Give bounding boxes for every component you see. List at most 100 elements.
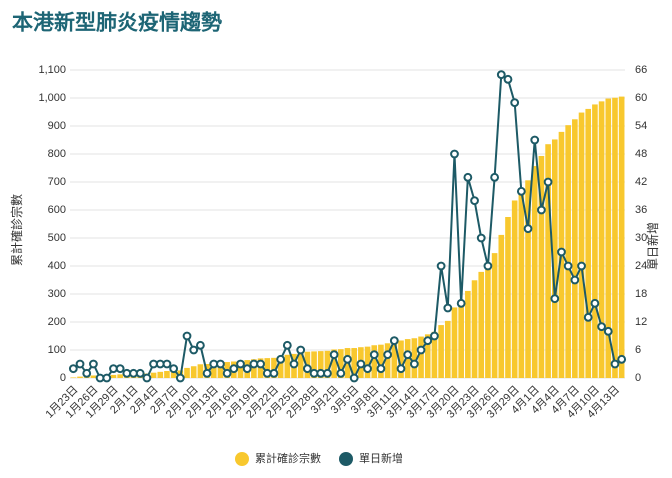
bar <box>237 360 244 378</box>
line-point <box>369 350 379 360</box>
bar <box>491 253 498 378</box>
y-tick-label: 300 <box>48 288 66 300</box>
line-point <box>282 340 292 350</box>
bar <box>498 234 505 378</box>
bar <box>505 217 511 378</box>
line-point <box>450 149 459 159</box>
bar <box>284 354 291 378</box>
bar <box>338 349 344 378</box>
line-point <box>396 364 406 374</box>
line-point <box>216 359 225 369</box>
bar <box>317 351 324 378</box>
bar <box>612 97 618 378</box>
line-point <box>296 345 306 355</box>
line-point <box>590 298 600 308</box>
line-point <box>597 322 606 332</box>
line-point <box>175 373 185 383</box>
bar <box>331 349 337 378</box>
line-point <box>343 354 352 364</box>
bar <box>398 340 404 378</box>
chart-title: 本港新型肺炎疫情趨勢 <box>12 11 222 35</box>
bar <box>518 189 525 378</box>
bar <box>531 166 538 378</box>
line-point <box>89 359 98 369</box>
bar <box>444 320 451 378</box>
bar <box>311 351 317 378</box>
bar <box>264 358 271 378</box>
line-point <box>349 373 359 383</box>
bar <box>364 346 371 378</box>
legend-label: 累計確診宗數 <box>255 451 321 465</box>
line-point <box>510 98 520 108</box>
line-point <box>543 177 553 187</box>
bar <box>164 371 170 378</box>
bar <box>538 155 545 378</box>
line-point <box>583 312 593 322</box>
bar <box>271 357 277 378</box>
line-point <box>557 247 566 257</box>
bar <box>471 280 478 378</box>
y-tick-label: 1,100 <box>38 64 66 76</box>
line-point <box>577 261 586 271</box>
y2-tick-label: 48 <box>635 148 647 160</box>
line-point <box>289 359 299 369</box>
line-point <box>443 303 453 313</box>
bar <box>572 119 578 378</box>
line-point <box>483 261 493 271</box>
line-point <box>169 364 179 374</box>
bar <box>525 180 531 378</box>
y2-tick-label: 54 <box>635 120 647 132</box>
y2-tick-label: 12 <box>635 316 647 328</box>
bar <box>210 363 217 378</box>
line-point <box>389 336 399 346</box>
bar <box>585 108 592 379</box>
line-point <box>563 261 573 271</box>
y2-tick-label: 30 <box>635 232 647 244</box>
bar <box>197 364 204 378</box>
y-tick-label: 1,000 <box>38 92 66 104</box>
line-point <box>403 350 413 360</box>
line-point <box>356 359 366 369</box>
y-axis-label: 累計確診宗數 <box>9 194 24 266</box>
legend-swatch <box>339 452 353 466</box>
line-point <box>376 364 386 374</box>
line-point <box>496 70 506 80</box>
y-tick-label: 800 <box>48 148 66 160</box>
bar <box>545 144 551 378</box>
bar <box>411 338 418 378</box>
bar <box>297 352 304 378</box>
bar <box>418 336 424 378</box>
y2-tick-label: 66 <box>635 64 647 76</box>
bar <box>184 367 190 378</box>
bar <box>438 325 444 378</box>
line-point <box>236 359 245 369</box>
line-point <box>476 233 486 243</box>
legend-swatch <box>235 452 249 466</box>
y2-tick-label: 6 <box>635 344 641 356</box>
y-tick-label: 700 <box>48 176 66 188</box>
bar <box>551 139 558 378</box>
line-point <box>550 294 560 304</box>
bar <box>478 271 485 378</box>
bar <box>378 344 384 378</box>
bar <box>424 334 431 378</box>
line-point <box>189 345 199 355</box>
line-point <box>416 345 426 355</box>
legend-label: 單日新增 <box>359 451 403 465</box>
line-point <box>329 350 339 360</box>
line-point <box>68 364 78 374</box>
bar <box>431 331 438 378</box>
y-tick-label: 600 <box>48 204 66 216</box>
bar <box>458 302 464 378</box>
line-point <box>383 350 393 360</box>
bar <box>217 362 224 378</box>
line-point <box>135 368 145 378</box>
bar <box>77 376 83 378</box>
bar <box>465 290 471 378</box>
y2-axis-label: 單日新增 <box>645 222 660 270</box>
bar <box>150 372 157 378</box>
line-point <box>463 172 473 182</box>
y-tick-label: 100 <box>48 344 66 356</box>
line-point <box>142 373 152 383</box>
line-point <box>516 186 526 196</box>
